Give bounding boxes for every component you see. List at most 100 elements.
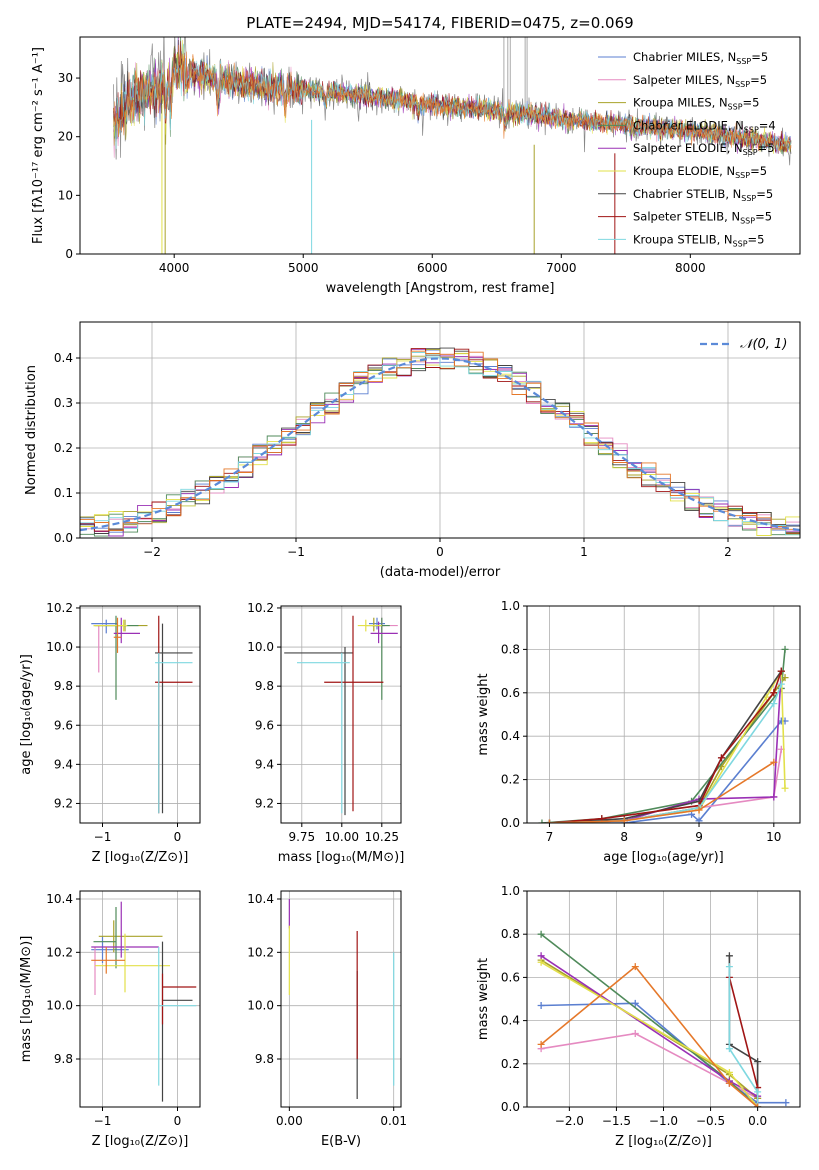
y-axis-label: mass weight xyxy=(476,958,491,1040)
grid-lines xyxy=(527,890,800,1108)
weight-point-marker xyxy=(754,1103,762,1107)
y-tick-label: 9.8 xyxy=(255,679,274,693)
y-tick-label: 0.2 xyxy=(54,441,73,455)
y-tick-label: 0.6 xyxy=(501,970,520,984)
weight-point-marker xyxy=(781,784,789,792)
y-tick-label: 9.2 xyxy=(255,796,274,810)
y-tick-label: 10.2 xyxy=(247,945,274,959)
legend-entry: Chabrier STELIB, NSSP=5 xyxy=(633,187,773,203)
legend-entry: Kroupa ELODIE, NSSP=5 xyxy=(633,164,767,180)
y-tick-label: 0.8 xyxy=(501,642,520,656)
error-bar-point xyxy=(91,936,129,963)
weight-point-marker xyxy=(725,1079,733,1087)
model-spectrum-line xyxy=(113,43,792,151)
x-tick-label: 8000 xyxy=(675,261,706,275)
y-tick-label: 0.3 xyxy=(54,396,73,410)
histogram-step-line xyxy=(80,350,800,531)
y-axis-label: mass [log₁₀(M/M⊙)] xyxy=(19,936,34,1063)
plot-area xyxy=(284,615,398,816)
error-bar-point xyxy=(155,615,193,814)
weight-series-line xyxy=(549,749,783,823)
y-tick-label: 0.0 xyxy=(501,816,520,830)
y-tick-label: 0.8 xyxy=(501,927,520,941)
weight-point-marker xyxy=(688,810,696,818)
error-bar-point xyxy=(357,619,382,632)
x-axis-label: Z [log₁₀(Z/Z⊙)] xyxy=(92,1134,189,1149)
legend-entry: Salpeter STELIB, NSSP=5 xyxy=(633,210,772,226)
error-bar-point xyxy=(161,973,197,1025)
weight-point-marker xyxy=(695,806,703,814)
weight-point-marker xyxy=(777,667,785,675)
axes-weight-vs-Z: −2.0 −1.5 −1.0 −0.5 0.0 0.0 0.2 0.4 0.6 0.8 1.0 Z [… xyxy=(476,884,801,1149)
plot-area xyxy=(288,899,395,1099)
error-bar-point xyxy=(93,619,128,632)
y-tick-label: 9.4 xyxy=(54,757,73,771)
axes-frame xyxy=(280,605,402,824)
error-bar-point xyxy=(324,615,384,812)
x-tick-label: 4000 xyxy=(159,261,190,275)
x-axis-label: mass [log₁₀(M/M⊙)] xyxy=(278,850,405,865)
y-tick-label: 10.4 xyxy=(46,892,73,906)
legend-entry: Kroupa MILES, NSSP=5 xyxy=(633,96,759,112)
legend: 𝒩(0, 1) xyxy=(700,337,787,352)
x-tick-label: −1 xyxy=(94,1114,112,1128)
weight-point-marker xyxy=(631,963,639,971)
weight-series xyxy=(537,963,762,1107)
weight-point-marker xyxy=(770,689,778,697)
weight-point-marker xyxy=(545,819,553,823)
weight-point-marker xyxy=(631,1030,639,1038)
axes-mass-vs-ebv: 0.00 0.01 9.8 10.0 10.2 10.4 E(B-V) xyxy=(247,890,407,1149)
weight-series xyxy=(545,680,785,823)
weight-series-line xyxy=(549,761,775,823)
histogram-step-line xyxy=(80,347,800,534)
weight-series-line xyxy=(728,966,759,1107)
x-tick-label: 1 xyxy=(580,545,588,559)
weight-point-marker xyxy=(782,1099,790,1107)
y-tick-label: 0.0 xyxy=(54,531,73,545)
y-tick-label: 0.1 xyxy=(54,486,73,500)
y-axis-label: Normed distribution xyxy=(24,365,39,495)
axes-weight-vs-age: 7 8 9 10 0.0 0.2 0.4 0.6 0.8 1.0 age [log₁₀(age/yr… xyxy=(476,599,801,865)
weight-point-marker xyxy=(725,963,733,971)
error-bar-point xyxy=(297,652,350,814)
axes-frame xyxy=(280,890,402,1108)
error-bar-point xyxy=(91,947,125,974)
y-tick-label: 30 xyxy=(58,71,73,85)
x-tick-label: 0 xyxy=(436,545,444,559)
weight-series xyxy=(545,667,789,823)
x-tick-label: 5000 xyxy=(288,261,319,275)
x-tick-label: 0.00 xyxy=(276,1114,303,1128)
y-tick-label: 0 xyxy=(65,247,73,261)
y-tick-label: 0.0 xyxy=(501,1100,520,1114)
error-bar-point xyxy=(113,617,140,644)
error-bar-point xyxy=(93,907,117,969)
y-tick-label: 10.0 xyxy=(247,999,274,1013)
x-tick-label: −1 xyxy=(287,545,305,559)
weight-series-line xyxy=(540,965,759,1107)
weight-series xyxy=(545,674,789,823)
normal-reference-curve xyxy=(80,357,800,532)
y-tick-label: 9.8 xyxy=(54,679,73,693)
x-tick-label: −1.0 xyxy=(649,1114,678,1128)
y-tick-label: 10.2 xyxy=(247,601,274,615)
y-tick-label: 9.8 xyxy=(54,1052,73,1066)
x-tick-label: −1.5 xyxy=(602,1114,631,1128)
y-tick-label: 10.0 xyxy=(46,999,73,1013)
x-tick-label: 8 xyxy=(620,830,628,844)
error-bar-point xyxy=(93,615,139,700)
plot-area xyxy=(91,901,197,1102)
plot-area xyxy=(91,615,193,814)
grid-lines xyxy=(281,606,401,823)
x-tick-label: 0.01 xyxy=(380,1114,407,1128)
y-tick-label: 0.6 xyxy=(501,686,520,700)
grid-lines xyxy=(80,606,200,823)
y-tick-label: 9.4 xyxy=(255,757,274,771)
error-bar-point xyxy=(369,617,385,630)
x-tick-label: 10.25 xyxy=(365,830,399,844)
axes-frame xyxy=(79,36,801,255)
weight-point-marker xyxy=(537,952,545,960)
y-tick-label: 0.4 xyxy=(501,1014,520,1028)
x-tick-label: 7000 xyxy=(546,261,577,275)
x-tick-label: −0.5 xyxy=(696,1114,725,1128)
legend-entry: Kroupa STELIB, NSSP=5 xyxy=(633,232,764,248)
